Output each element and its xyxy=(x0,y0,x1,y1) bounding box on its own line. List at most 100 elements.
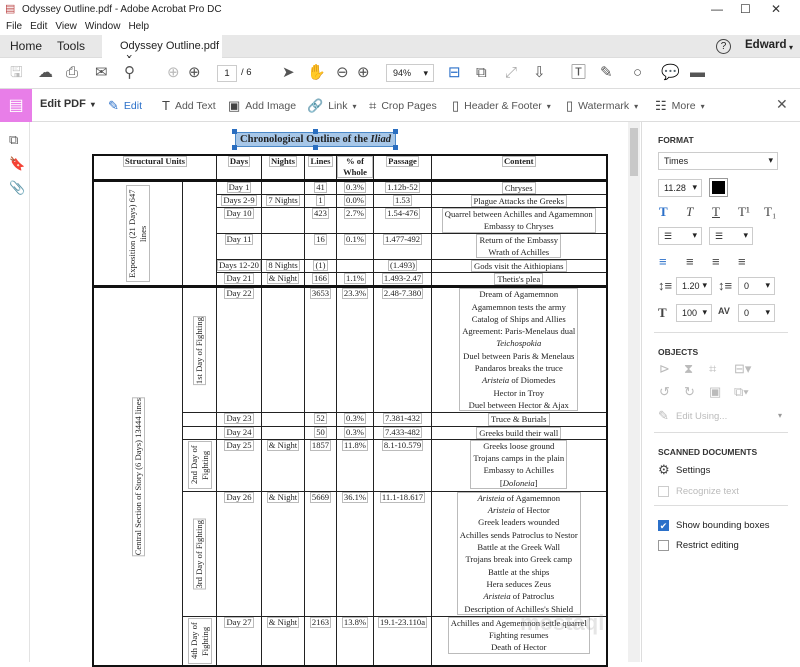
prev-page-icon[interactable]: ⊕ xyxy=(167,64,180,81)
pct-value[interactable]: 0.3% xyxy=(344,181,366,193)
content-block[interactable]: Greeks loose ground Trojans camps in the … xyxy=(470,440,568,490)
select-cursor-icon[interactable]: ➤ xyxy=(282,64,295,81)
font-select[interactable]: Times xyxy=(658,152,778,170)
passage-value[interactable]: (1.493) xyxy=(387,259,418,271)
tab-document[interactable]: Odyssey Outline.pdf × xyxy=(102,35,222,64)
flip-vertical-icon[interactable]: ⊳ xyxy=(659,361,670,376)
more-button[interactable]: ☷ More ▾ xyxy=(655,98,705,114)
paragraph-spacing-select[interactable]: 0 xyxy=(738,277,775,295)
days-value[interactable]: Day 1 xyxy=(226,181,252,193)
minimize-button[interactable]: — xyxy=(711,2,723,16)
save-icon[interactable]: 🖫 xyxy=(10,64,23,81)
nights-value[interactable]: 7 Nights xyxy=(266,194,300,206)
menu-window[interactable]: Window xyxy=(84,21,121,32)
pct-value[interactable]: 0.0% xyxy=(344,194,366,206)
resize-handle[interactable] xyxy=(393,145,398,150)
lines-value[interactable]: 1857 xyxy=(309,439,332,451)
days-value[interactable]: Days 2-9 xyxy=(221,194,257,206)
menu-view[interactable]: View xyxy=(55,21,77,32)
link-button[interactable]: 🔗 Link ▾ xyxy=(307,98,356,114)
comment-icon[interactable]: 💬 xyxy=(661,64,680,81)
bullet-list-select[interactable]: ☰ xyxy=(658,227,702,245)
lines-value[interactable]: 3653 xyxy=(309,288,332,300)
content-line[interactable]: Trojans break into Greek camp xyxy=(465,554,573,565)
content-line[interactable]: Return of the Embassy xyxy=(479,234,559,245)
show-bounding-boxes-checkbox[interactable]: ✔ xyxy=(658,520,669,531)
edit-pdf-tool-icon[interactable]: ▤ xyxy=(0,89,32,122)
print-icon[interactable]: ⎙ xyxy=(66,64,79,81)
days-value[interactable]: Day 25 xyxy=(224,439,254,451)
pct-value[interactable]: 1.1% xyxy=(344,272,366,284)
menu-file[interactable]: File xyxy=(6,21,23,32)
close-window-button[interactable]: ✕ xyxy=(771,2,782,16)
arrange-objects-icon[interactable]: ⧉▾ xyxy=(734,384,749,399)
lines-value[interactable]: 166 xyxy=(312,272,329,284)
text-color-picker[interactable] xyxy=(709,178,728,197)
character-spacing-select[interactable]: 0 xyxy=(738,304,775,322)
passage-value[interactable]: 1.477-492 xyxy=(382,233,423,245)
add-text-button[interactable]: T Add Text xyxy=(162,98,216,113)
rotate-left-icon[interactable]: ↺ xyxy=(659,384,670,399)
content-block[interactable]: Truce & Burials xyxy=(487,413,550,426)
header-label[interactable]: Structural Units xyxy=(123,156,187,167)
draw-circle-icon[interactable]: ○ xyxy=(633,64,643,81)
lines-value[interactable]: 41 xyxy=(314,181,327,193)
edit-pdf-menu[interactable]: Edit PDF ▾ xyxy=(40,98,95,110)
fit-page-icon[interactable]: ⊟ xyxy=(448,64,461,81)
content-line[interactable]: Hera seduces Zeus xyxy=(486,578,551,589)
passage-value[interactable]: 1.53 xyxy=(392,194,413,206)
days-value[interactable]: Day 11 xyxy=(224,233,254,245)
lines-value[interactable]: 423 xyxy=(312,208,329,220)
italic-icon[interactable]: T xyxy=(686,204,694,219)
nights-value[interactable]: 8 Nights xyxy=(266,259,300,271)
content-block[interactable]: Gods visit the Aithiopians xyxy=(470,260,567,272)
flip-horizontal-icon[interactable]: ⧗ xyxy=(684,361,694,376)
user-menu[interactable]: Edward xyxy=(745,39,787,51)
passage-value[interactable]: 2.48-7.380 xyxy=(381,288,424,300)
days-value[interactable]: Day 23 xyxy=(224,413,254,425)
email-icon[interactable]: ✉ xyxy=(95,64,108,81)
content-block[interactable]: Thetis's plea xyxy=(494,273,544,284)
settings-link[interactable]: Settings xyxy=(676,465,711,476)
passage-value[interactable]: 1.493-2.47 xyxy=(381,272,424,284)
superscript-icon[interactable]: T¹ xyxy=(738,204,750,219)
align-objects-icon[interactable]: ⊟▾ xyxy=(734,361,752,376)
align-center-icon[interactable]: ≡ xyxy=(686,254,694,269)
passage-value[interactable]: 1.12b-52 xyxy=(385,181,420,193)
days-value[interactable]: Day 21 xyxy=(224,272,254,284)
lines-value[interactable]: 52 xyxy=(314,413,327,425)
content-line[interactable]: Aristeia of Patroclus xyxy=(483,591,555,602)
content-line[interactable]: Dream of Agamemnon xyxy=(479,289,559,300)
add-image-button[interactable]: ▣ Add Image xyxy=(228,98,296,114)
menu-edit[interactable]: Edit xyxy=(30,21,48,32)
content-line[interactable]: Battle at the Greek Wall xyxy=(477,542,561,553)
passage-value[interactable]: 19.1-23.110a xyxy=(377,616,428,628)
edit-using-menu[interactable]: Edit Using... xyxy=(676,411,728,422)
content-line[interactable]: Agreement: Paris-Menelaus dual xyxy=(462,326,576,337)
content-line[interactable]: Wrath of Achilles xyxy=(488,246,550,257)
header-label[interactable]: Passage xyxy=(386,156,419,167)
content-line[interactable]: Quarrel between Achilles and Agamemnon xyxy=(444,209,593,220)
watermark-button[interactable]: ▯ Watermark ▾ xyxy=(566,98,638,114)
page-number-input[interactable]: 1 xyxy=(217,65,237,82)
header-label[interactable]: % of Whole xyxy=(337,156,373,177)
content-line[interactable]: Duel between Paris & Menelaus xyxy=(463,350,575,361)
align-right-icon[interactable]: ≡ xyxy=(712,254,720,269)
content-block[interactable]: Quarrel between Achilles and Agamemnon Em… xyxy=(441,208,596,233)
resize-handle[interactable] xyxy=(232,145,237,150)
lines-value[interactable]: 1 xyxy=(316,194,325,206)
content-block[interactable]: Plague Attacks the Greeks xyxy=(470,195,567,207)
header-label[interactable]: Content xyxy=(501,156,536,167)
content-line[interactable]: Fighting resumes xyxy=(489,630,549,641)
content-line[interactable]: Greeks loose ground xyxy=(483,440,555,451)
header-label[interactable]: Lines xyxy=(308,156,333,167)
hand-tool-icon[interactable]: ✋ xyxy=(307,64,326,81)
crop-image-icon[interactable]: ⌗ xyxy=(709,361,717,376)
passage-value[interactable]: 7.433-482 xyxy=(382,426,423,438)
pct-value[interactable]: 36.1% xyxy=(341,491,369,503)
align-left-icon[interactable]: ≡ xyxy=(659,254,667,269)
lines-value[interactable]: (1) xyxy=(313,259,328,271)
days-value[interactable]: Day 27 xyxy=(224,616,254,628)
lines-value[interactable]: 16 xyxy=(314,233,327,245)
passage-value[interactable]: 11.1-18.617 xyxy=(379,491,426,503)
